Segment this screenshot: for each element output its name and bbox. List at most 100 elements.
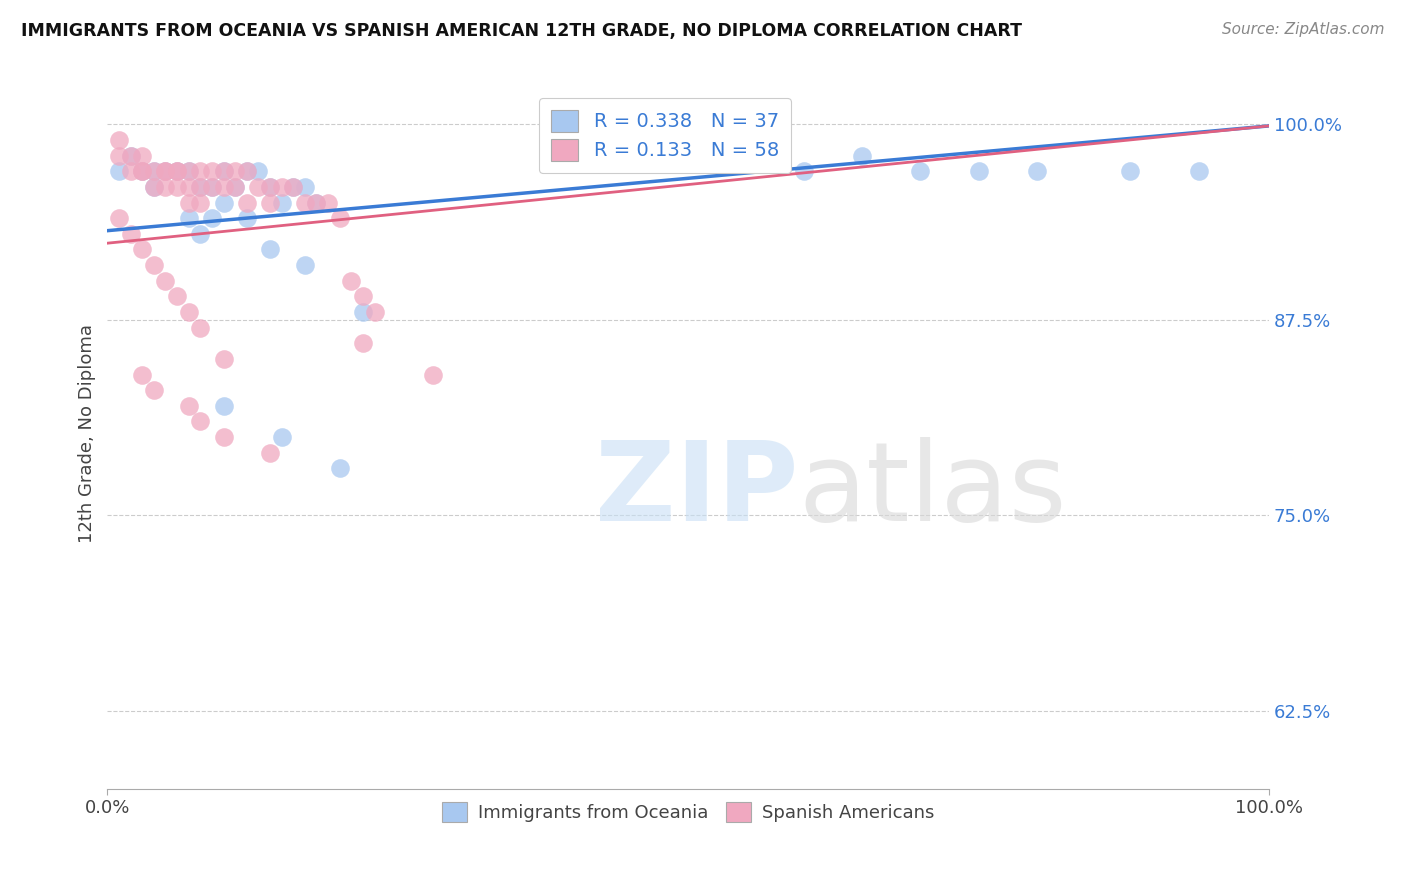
- Point: [188, 414, 211, 428]
- Point: [851, 148, 873, 162]
- Point: [155, 274, 177, 288]
- Point: [166, 164, 188, 178]
- Point: [352, 305, 374, 319]
- Point: [1188, 164, 1211, 178]
- Text: ZIP: ZIP: [595, 436, 799, 543]
- Point: [212, 399, 235, 413]
- Point: [188, 320, 211, 334]
- Point: [166, 180, 188, 194]
- Point: [259, 195, 281, 210]
- Text: Source: ZipAtlas.com: Source: ZipAtlas.com: [1222, 22, 1385, 37]
- Point: [316, 195, 339, 210]
- Point: [177, 399, 200, 413]
- Point: [120, 148, 142, 162]
- Point: [305, 195, 328, 210]
- Point: [108, 211, 131, 226]
- Point: [294, 258, 316, 272]
- Point: [283, 180, 305, 194]
- Point: [294, 180, 316, 194]
- Point: [363, 305, 385, 319]
- Point: [201, 180, 224, 194]
- Point: [1025, 164, 1047, 178]
- Point: [188, 180, 211, 194]
- Point: [142, 258, 165, 272]
- Point: [212, 180, 235, 194]
- Point: [188, 227, 211, 241]
- Point: [188, 180, 211, 194]
- Point: [166, 164, 188, 178]
- Point: [283, 180, 305, 194]
- Point: [212, 430, 235, 444]
- Point: [142, 164, 165, 178]
- Point: [236, 164, 259, 178]
- Text: IMMIGRANTS FROM OCEANIA VS SPANISH AMERICAN 12TH GRADE, NO DIPLOMA CORRELATION C: IMMIGRANTS FROM OCEANIA VS SPANISH AMERI…: [21, 22, 1022, 40]
- Point: [155, 164, 177, 178]
- Point: [201, 180, 224, 194]
- Point: [224, 164, 246, 178]
- Point: [212, 351, 235, 366]
- Point: [793, 164, 815, 178]
- Point: [177, 164, 200, 178]
- Point: [155, 164, 177, 178]
- Point: [155, 180, 177, 194]
- Point: [305, 195, 328, 210]
- Point: [142, 164, 165, 178]
- Point: [142, 180, 165, 194]
- Point: [188, 195, 211, 210]
- Point: [236, 164, 259, 178]
- Point: [201, 164, 224, 178]
- Point: [270, 195, 292, 210]
- Point: [177, 180, 200, 194]
- Legend: Immigrants from Oceania, Spanish Americans: Immigrants from Oceania, Spanish America…: [434, 795, 942, 830]
- Point: [224, 180, 246, 194]
- Point: [120, 148, 142, 162]
- Point: [259, 180, 281, 194]
- Point: [967, 164, 990, 178]
- Point: [236, 195, 259, 210]
- Point: [294, 195, 316, 210]
- Point: [212, 164, 235, 178]
- Point: [177, 164, 200, 178]
- Point: [422, 368, 444, 382]
- Point: [177, 195, 200, 210]
- Point: [131, 164, 153, 178]
- Point: [352, 336, 374, 351]
- Point: [142, 180, 165, 194]
- Y-axis label: 12th Grade, No Diploma: 12th Grade, No Diploma: [79, 324, 96, 542]
- Text: atlas: atlas: [799, 436, 1067, 543]
- Point: [131, 164, 153, 178]
- Point: [166, 164, 188, 178]
- Point: [120, 227, 142, 241]
- Point: [259, 243, 281, 257]
- Point: [155, 164, 177, 178]
- Point: [259, 446, 281, 460]
- Point: [201, 211, 224, 226]
- Point: [108, 164, 131, 178]
- Point: [270, 180, 292, 194]
- Point: [212, 164, 235, 178]
- Point: [188, 164, 211, 178]
- Point: [177, 211, 200, 226]
- Point: [108, 133, 131, 147]
- Point: [247, 164, 270, 178]
- Point: [108, 148, 131, 162]
- Point: [142, 383, 165, 397]
- Point: [340, 274, 363, 288]
- Point: [259, 180, 281, 194]
- Point: [120, 164, 142, 178]
- Point: [270, 430, 292, 444]
- Point: [131, 368, 153, 382]
- Point: [177, 305, 200, 319]
- Point: [236, 211, 259, 226]
- Point: [224, 180, 246, 194]
- Point: [212, 195, 235, 210]
- Point: [166, 289, 188, 303]
- Point: [329, 461, 352, 475]
- Point: [131, 164, 153, 178]
- Point: [352, 289, 374, 303]
- Point: [131, 148, 153, 162]
- Point: [910, 164, 932, 178]
- Point: [247, 180, 270, 194]
- Point: [329, 211, 352, 226]
- Point: [1118, 164, 1140, 178]
